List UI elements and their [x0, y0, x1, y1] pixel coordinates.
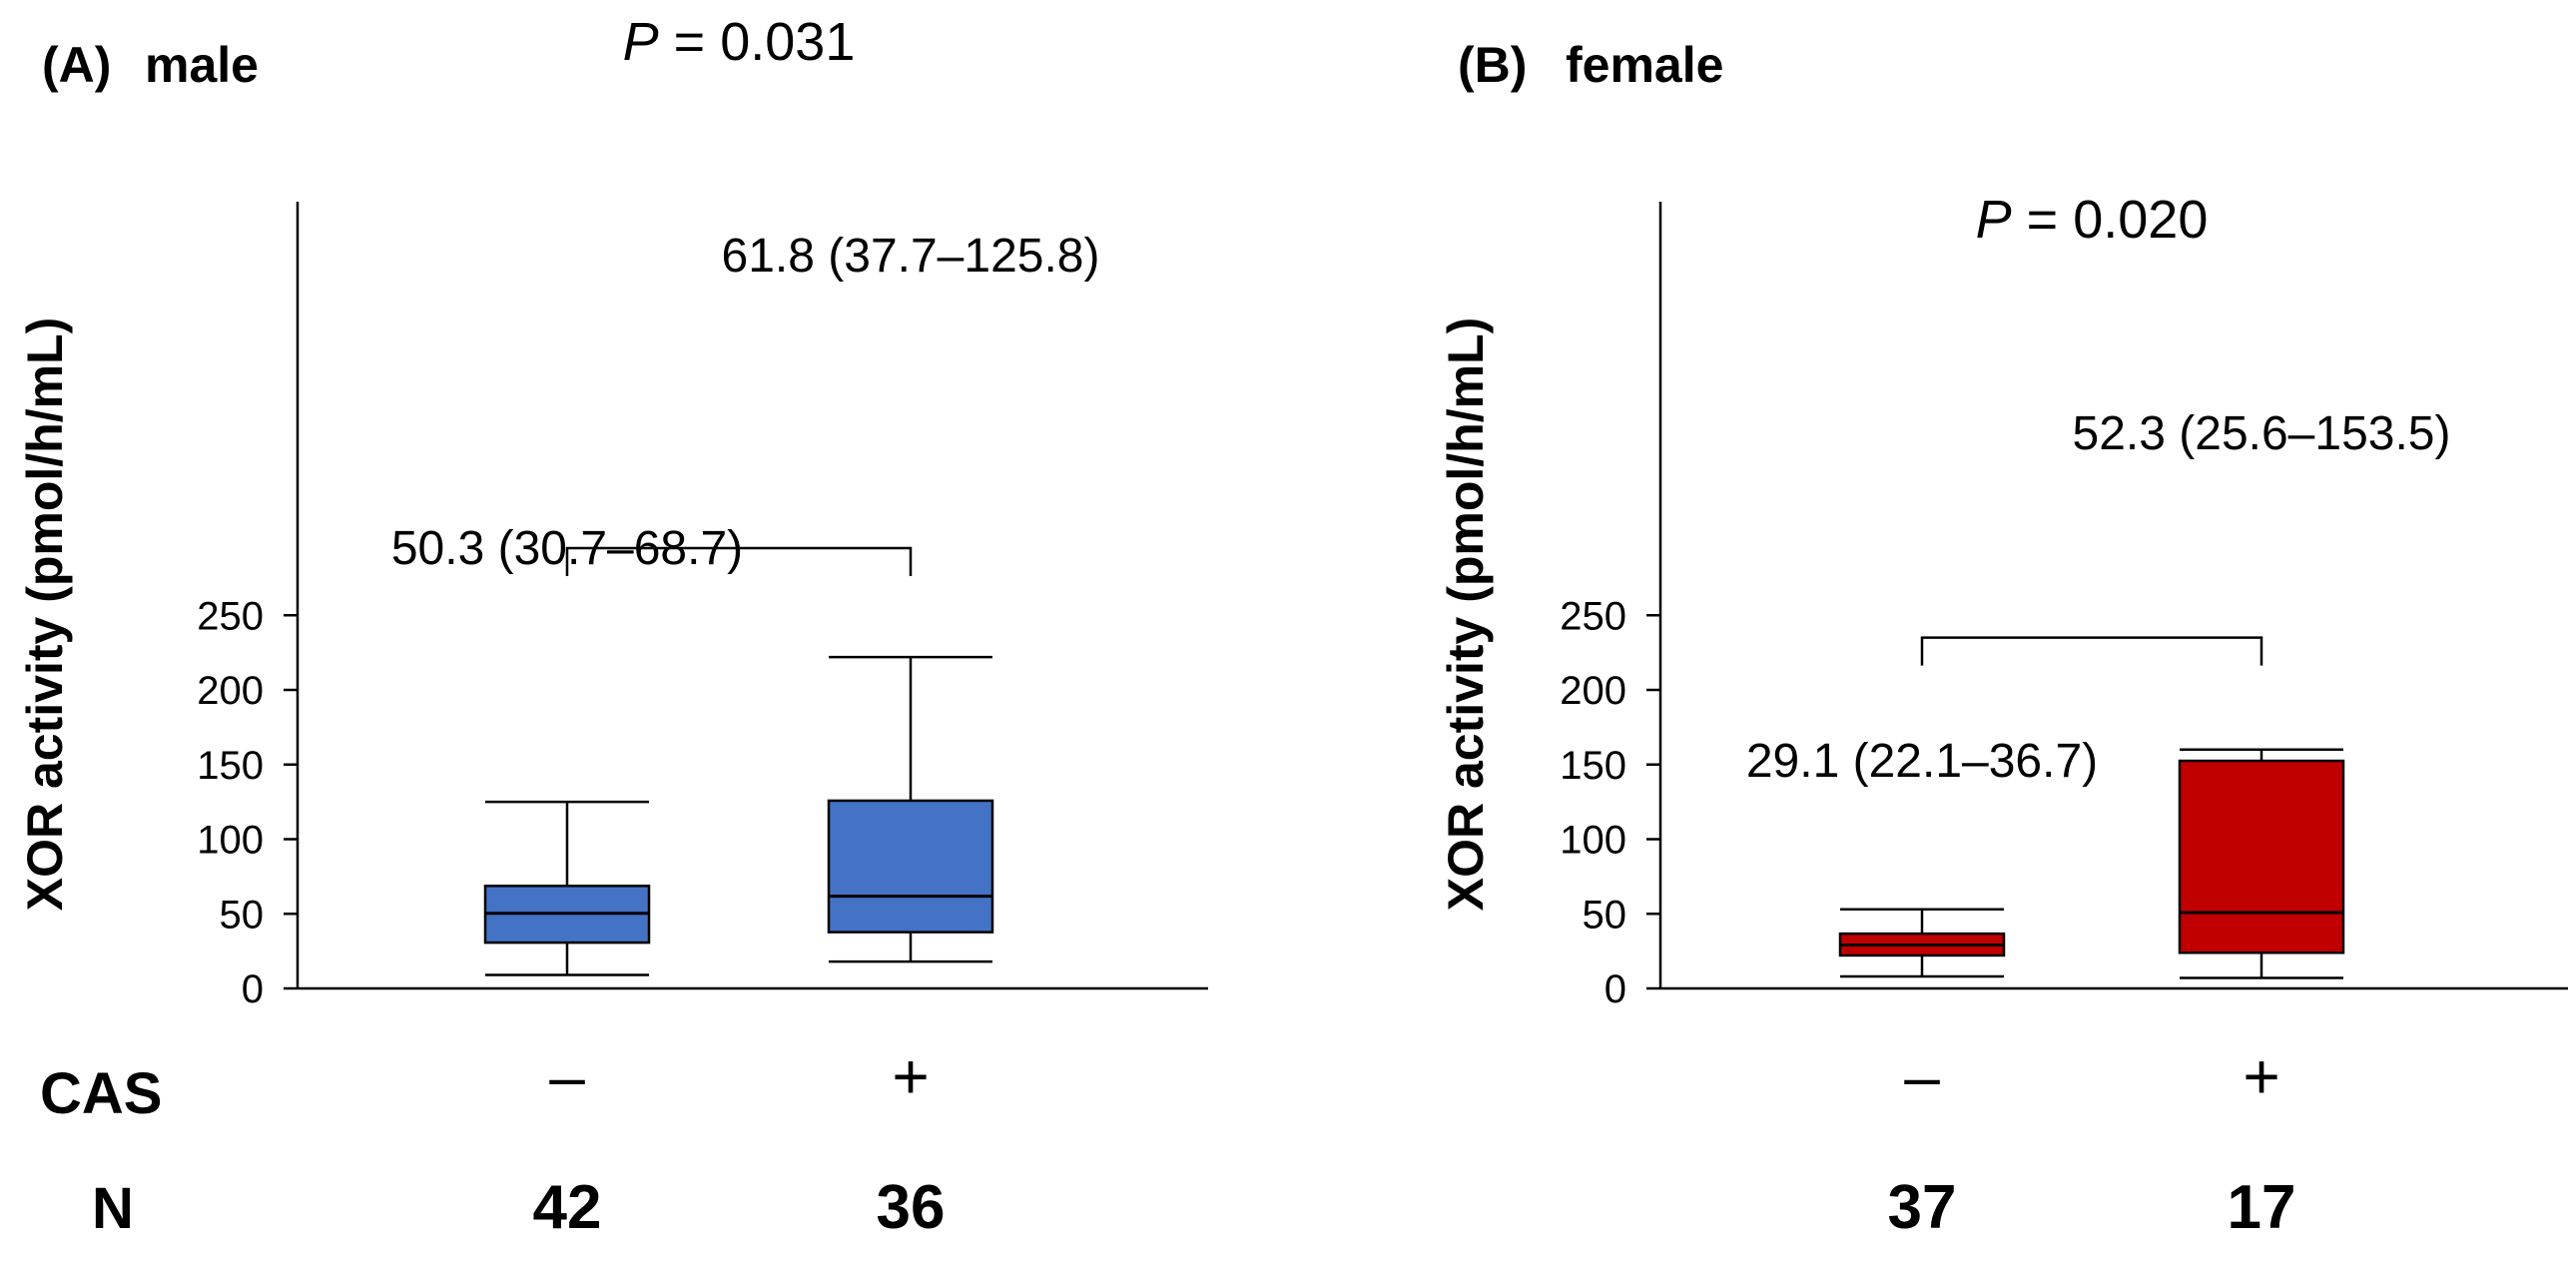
- panel-b-ytick-label: 200: [1560, 669, 1626, 713]
- n-row-label: N: [92, 1176, 134, 1241]
- panel-b-ytick-label: 0: [1605, 967, 1626, 1011]
- panel-a-ticks: 0 50 100 150 200 250: [197, 594, 298, 1011]
- panel-a-box-group-1: 50.3 (30.7–68.7): [391, 522, 743, 976]
- panel-a-ytick-label: 0: [242, 967, 264, 1011]
- panel-a-box-group-2: 61.8 (37.7–125.8): [722, 230, 1100, 963]
- panel-b-label: (B): [1458, 37, 1527, 93]
- significance-bracket: [565, 546, 913, 576]
- panel-b-bottom-labels: – 37 +17: [1888, 1040, 2296, 1242]
- n-value: 36: [877, 1173, 946, 1242]
- panel-b-boxes: 29.1 (22.1–36.7) 52.3 (25.6–153.5): [1746, 407, 2451, 979]
- panel-a-ytick-label: 50: [220, 893, 265, 937]
- iqr-box: [827, 799, 994, 934]
- n-value: 37: [1888, 1173, 1957, 1242]
- panel-b-box-group-2: 52.3 (25.6–153.5): [2073, 407, 2451, 979]
- n-value: 17: [2228, 1173, 2296, 1242]
- panel-b-ticks: 0 50 100 150 200 250: [1560, 594, 1660, 1011]
- panel-b-title: female: [1566, 37, 1723, 93]
- box-annotation: 52.3 (25.6–153.5): [2073, 407, 2451, 460]
- panel-a-ytick-label: 150: [197, 744, 264, 788]
- panel-a-comparison: P = 0.031: [565, 12, 913, 576]
- panel-a-bottom-labels: – 42 +36: [533, 1040, 946, 1242]
- panel-b-ytick-label: 250: [1560, 594, 1626, 638]
- panel-a-label: (A): [42, 37, 111, 93]
- p-symbol: P: [623, 12, 659, 72]
- p-symbol: P: [1976, 190, 2012, 250]
- iqr-box: [2178, 759, 2345, 954]
- panel-a-ytick-label: 200: [197, 669, 264, 713]
- n-value: 42: [533, 1173, 602, 1242]
- panel-a-boxes: 50.3 (30.7–68.7) 61.8 (37.7–125.8): [391, 230, 1100, 976]
- box-annotation: 61.8 (37.7–125.8): [722, 230, 1100, 283]
- panel-a-title: male: [145, 37, 259, 93]
- significance-bracket: [1920, 636, 2263, 666]
- panel-a-ylabel: XOR activity (pmol/h/mL): [17, 317, 73, 912]
- panel-b: (B) female XOR activity (pmol/h/mL) 0 50 1…: [1438, 37, 2568, 1011]
- cas-value: –: [1904, 1040, 1940, 1112]
- p-value-label: P = 0.020: [1976, 190, 2209, 250]
- cas-value: –: [549, 1040, 585, 1112]
- panel-b-box-group-1: 29.1 (22.1–36.7): [1746, 735, 2098, 978]
- box-annotation: 29.1 (22.1–36.7): [1746, 735, 2098, 788]
- cas-value: +: [2243, 1040, 2279, 1112]
- cas-value: +: [892, 1040, 929, 1112]
- panel-b-ytick-label: 50: [1583, 893, 1627, 937]
- cas-row-label: CAS: [40, 1061, 162, 1126]
- panel-a-ytick-label: 100: [197, 819, 264, 863]
- panel-a: (A) male XOR activity (pmol/h/mL) 0 50 100…: [17, 12, 1208, 1011]
- p-value: = 0.020: [2012, 190, 2209, 250]
- panel-b-ylabel: XOR activity (pmol/h/mL): [1438, 317, 1494, 912]
- panel-b-ytick-label: 150: [1560, 744, 1626, 788]
- panel-b-comparison: P = 0.020: [1920, 190, 2263, 666]
- panel-b-ytick-label: 100: [1560, 819, 1626, 863]
- p-value-label: P = 0.031: [623, 12, 856, 72]
- panel-a-ytick-label: 250: [197, 594, 264, 638]
- p-value: = 0.031: [659, 12, 856, 72]
